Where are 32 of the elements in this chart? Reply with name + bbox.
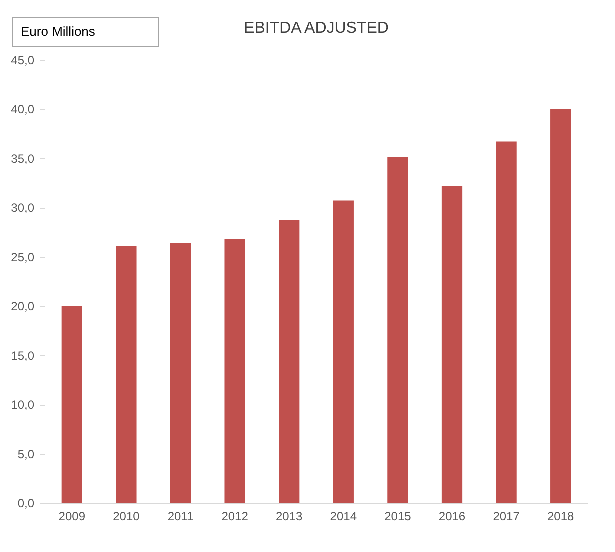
bar (442, 186, 463, 503)
bar (279, 220, 300, 503)
x-tick-label: 2018 (548, 510, 575, 524)
x-tick-label: 2015 (384, 510, 412, 524)
y-tick-label: 15,0 (11, 348, 35, 363)
x-tick-label: 2011 (168, 510, 194, 524)
x-tick-label: 2014 (330, 510, 358, 524)
y-tick-label: 40,0 (11, 102, 35, 117)
bar (333, 200, 354, 503)
bar (170, 243, 192, 503)
y-tick-label: 35,0 (11, 152, 35, 166)
bar (550, 109, 572, 503)
x-tick-label: 2010 (113, 510, 140, 524)
x-tick-label: 2017 (493, 510, 520, 524)
y-tick-label: 10,0 (11, 398, 35, 412)
chart-title: EBITDA ADJUSTED (244, 20, 389, 37)
bar (224, 239, 246, 503)
bar (388, 157, 408, 503)
y-axis-title: Euro Millions (12, 17, 159, 47)
x-tick-label: 2013 (276, 510, 304, 524)
bar (116, 246, 137, 503)
y-tick-label: 30,0 (11, 201, 35, 216)
y-tick-label: 25,0 (11, 250, 35, 264)
x-tick-label: 2012 (222, 510, 249, 524)
x-tick-label: 2016 (438, 510, 466, 524)
y-tick-label: 0,0 (18, 496, 35, 510)
y-tick-label: 20,0 (11, 300, 35, 314)
y-tick-label: 5,0 (18, 447, 35, 462)
bar (62, 306, 82, 503)
y-tick-label: 45,0 (11, 54, 35, 68)
bar (496, 142, 517, 503)
x-tick-label: 2009 (58, 510, 86, 524)
